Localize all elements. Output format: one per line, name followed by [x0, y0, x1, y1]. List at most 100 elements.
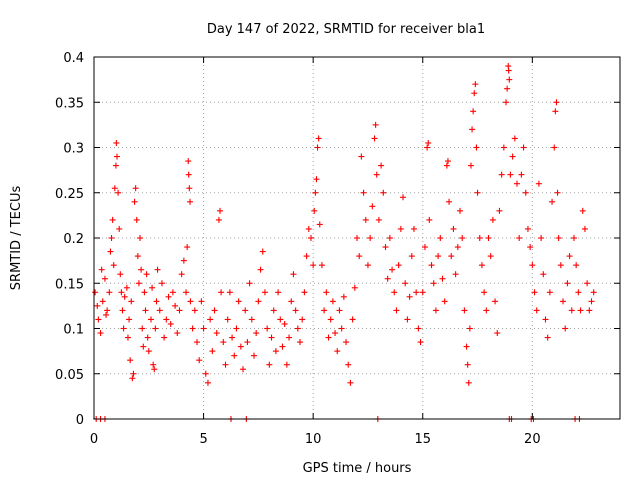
data-point [544, 334, 551, 341]
data-point [395, 262, 402, 269]
data-point [97, 330, 104, 337]
data-point [581, 225, 588, 232]
data-point [338, 325, 345, 332]
data-point [397, 225, 404, 232]
data-point [492, 298, 499, 305]
data-point [200, 325, 207, 332]
data-point [410, 225, 417, 232]
data-point [386, 235, 393, 241]
data-point [266, 361, 273, 368]
data-point [139, 325, 146, 332]
data-point [327, 316, 334, 323]
data-point [437, 235, 444, 241]
data-point [246, 280, 253, 287]
data-point [549, 198, 556, 205]
data-point [106, 289, 113, 296]
data-point [529, 262, 536, 269]
data-point [198, 298, 205, 305]
data-point [237, 343, 244, 350]
data-point [107, 248, 114, 255]
data-point [452, 271, 459, 278]
data-point [579, 207, 586, 214]
x-tick-label: 20 [524, 432, 541, 447]
data-point [506, 76, 513, 83]
data-point [95, 316, 102, 323]
data-point [378, 162, 385, 169]
data-point [496, 207, 503, 214]
x-tick-label: 10 [305, 432, 322, 447]
data-point [354, 235, 360, 241]
data-point [215, 216, 222, 223]
data-point [183, 289, 190, 296]
data-point [163, 316, 170, 323]
data-point [362, 216, 369, 223]
data-point [402, 280, 409, 287]
data-point [538, 235, 545, 241]
data-point [217, 207, 224, 214]
y-tick-label: 0.25 [55, 187, 84, 202]
data-point [369, 203, 376, 210]
data-point [161, 334, 168, 341]
data-point [310, 262, 317, 269]
data-point [272, 348, 279, 355]
data-point [586, 307, 593, 314]
data-point [297, 339, 304, 346]
data-point [156, 307, 163, 314]
data-point [110, 262, 117, 269]
data-point [121, 293, 128, 300]
data-point [459, 235, 466, 241]
y-tick-label: 0.15 [55, 277, 84, 292]
data-point [101, 275, 108, 282]
data-point [518, 171, 525, 178]
data-point [151, 366, 158, 373]
data-point [360, 189, 367, 196]
data-point [235, 298, 242, 305]
data-point [248, 316, 255, 323]
data-point [213, 330, 220, 337]
data-point [516, 235, 523, 241]
data-point [94, 302, 101, 309]
data-point [290, 271, 297, 278]
data-point [176, 307, 183, 314]
data-point [406, 293, 413, 300]
data-point [340, 293, 347, 300]
data-point [305, 225, 312, 232]
data-point [130, 370, 137, 377]
data-point [560, 298, 567, 305]
x-tick-label: 5 [199, 432, 207, 447]
data-point [470, 108, 477, 115]
data-point [421, 244, 428, 251]
data-point [226, 289, 233, 296]
data-point [590, 289, 597, 296]
data-point [321, 307, 328, 314]
data-point [104, 307, 111, 314]
data-point [444, 158, 451, 165]
data-point [325, 334, 332, 341]
data-point [92, 289, 99, 296]
data-point [153, 298, 160, 305]
data-point [485, 235, 492, 241]
data-point [142, 307, 149, 314]
data-point [147, 316, 154, 323]
data-point [169, 289, 176, 296]
data-point [575, 289, 582, 296]
y-tick-label: 0.2 [63, 232, 84, 247]
data-point [347, 379, 354, 386]
data-point [140, 343, 147, 350]
data-point [358, 153, 365, 160]
data-point [244, 339, 251, 346]
data-point [373, 171, 380, 178]
data-point [469, 126, 476, 133]
data-point [133, 216, 140, 223]
data-point [229, 334, 236, 341]
data-points [92, 63, 597, 422]
data-point [292, 307, 299, 314]
data-point [134, 253, 141, 260]
data-point [351, 284, 358, 291]
data-point [509, 153, 516, 160]
data-point [464, 361, 471, 368]
data-point [202, 370, 209, 377]
data-point [111, 185, 118, 192]
data-point [570, 235, 577, 241]
data-point [186, 185, 193, 192]
